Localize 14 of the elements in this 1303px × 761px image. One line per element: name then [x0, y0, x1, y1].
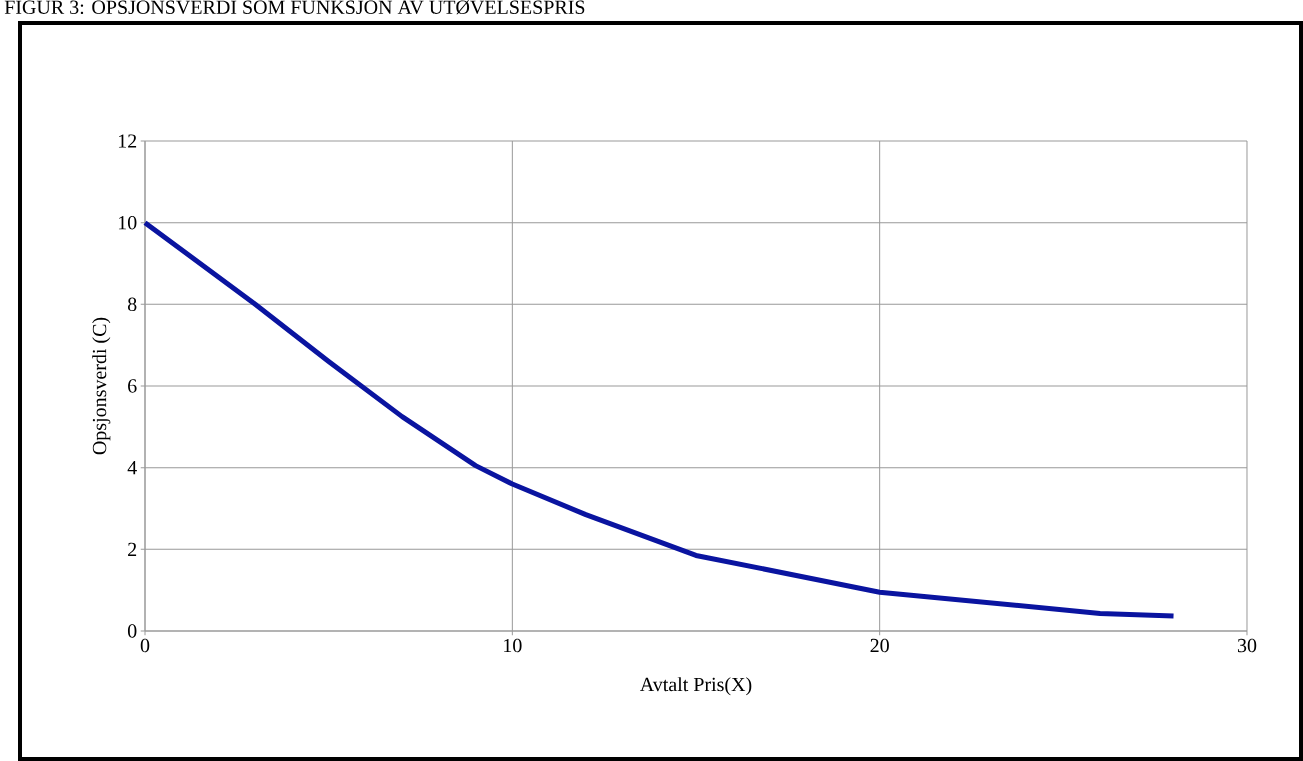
x-tick-label: 30	[1237, 638, 1257, 653]
x-tick-label: 20	[870, 638, 889, 653]
y-tick-label: 6	[128, 379, 137, 393]
y-tick-label: 10	[118, 215, 137, 230]
y-tick-label: 8	[127, 297, 137, 312]
y-tick-label: 2	[128, 542, 137, 556]
x-tick-label: 10	[504, 638, 522, 653]
x-axis-title: Avtalt Pris(X)	[639, 677, 752, 696]
y-tick-label: 12	[118, 134, 137, 148]
y-axis-title: Opsjonsverdi (C)	[92, 317, 111, 455]
y-tick-label: 4	[127, 461, 137, 475]
x-tick-label: 0	[140, 638, 150, 653]
chart-title: FIGUR 3: OPSJONSVERDI SOM FUNKSJON AV UTØVELSESPRIS	[4, 0, 585, 15]
y-tick-label: 0	[127, 624, 137, 638]
